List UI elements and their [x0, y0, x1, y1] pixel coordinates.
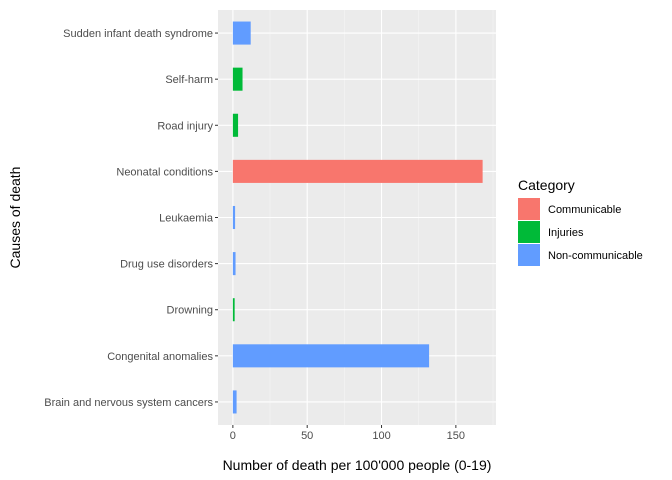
x-tick-label: 50	[301, 430, 313, 442]
legend-label: Communicable	[548, 204, 621, 216]
bar-brain-and-nervous-system-cancers	[232, 390, 237, 414]
y-tick-label: Sudden infant death syndrome	[63, 28, 213, 40]
bar-self-harm	[232, 67, 243, 91]
bar-sudden-infant-death-syndrome	[232, 21, 251, 45]
y-tick-label: Drug use disorders	[120, 259, 213, 271]
legend-label: Non-communicable	[548, 250, 643, 262]
bar-neonatal-conditions	[232, 159, 483, 183]
y-tick-label: Leukaemia	[159, 213, 214, 225]
bar-road-injury	[232, 113, 239, 137]
legend-key-injuries	[518, 221, 540, 243]
legend: Category Communicable Injuries Non-communi…	[518, 177, 643, 266]
y-tick-label: Road injury	[157, 120, 213, 132]
y-axis-title: Causes of death	[7, 167, 23, 269]
x-tick-label: 0	[230, 430, 236, 442]
bar-congenital-anomalies	[232, 344, 430, 368]
y-tick-labels: Brain and nervous system cancers Congenit…	[44, 28, 218, 409]
y-tick-label: Drowning	[167, 305, 213, 317]
y-tick-label: Self-harm	[165, 74, 213, 86]
legend-key-communicable	[518, 198, 540, 220]
y-tick-label: Neonatal conditions	[116, 166, 213, 178]
x-tick-labels: 0 50 100 150	[230, 425, 465, 442]
bar-drug-use-disorders	[232, 252, 236, 276]
y-tick-label: Congenital anomalies	[107, 351, 213, 363]
bar-leukaemia	[232, 205, 236, 230]
legend-label: Injuries	[548, 227, 584, 239]
legend-title: Category	[518, 177, 575, 193]
legend-key-non-communicable	[518, 244, 540, 266]
x-tick-label: 150	[447, 430, 465, 442]
y-tick-label: Brain and nervous system cancers	[44, 397, 213, 409]
bar-drowning	[232, 298, 235, 322]
x-tick-label: 100	[372, 430, 390, 442]
x-axis-title: Number of death per 100'000 people (0-19…	[223, 457, 492, 473]
bars	[232, 21, 483, 414]
